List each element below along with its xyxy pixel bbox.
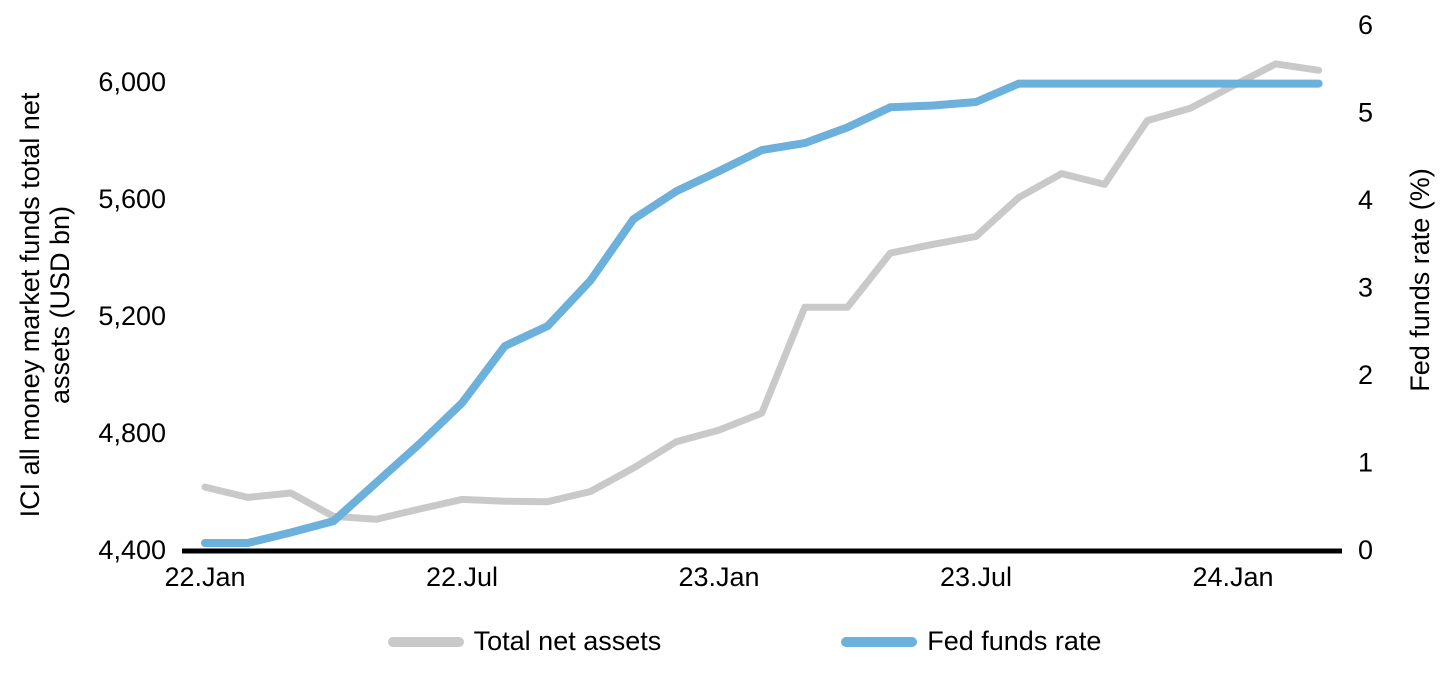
left-axis-title: ICI all money market funds total net ass… <box>15 65 75 545</box>
left-axis-title-line1: ICI all money market funds total net <box>15 92 45 518</box>
legend-item-total-net-assets: Total net assets <box>387 626 662 657</box>
left-axis-title-line2: assets (USD bn) <box>45 205 75 405</box>
right-axis-title: Fed funds rate (%) <box>1405 168 1435 392</box>
legend-label-total-net-assets: Total net assets <box>473 626 662 656</box>
y-axis-tick-label-left: 4,800 <box>98 418 166 448</box>
y-axis-tick-label-right: 5 <box>1358 98 1373 128</box>
y-axis-tick-label-left: 4,400 <box>98 535 166 565</box>
y-axis-tick-label-left: 5,600 <box>98 184 166 214</box>
y-axis-tick-label-right: 0 <box>1358 535 1373 565</box>
y-axis-tick-label-right: 4 <box>1358 185 1373 215</box>
y-axis-tick-label-left: 5,200 <box>98 301 166 331</box>
x-axis-tick-label: 22.Jan <box>164 562 245 592</box>
series-line-fed-funds-rate <box>201 79 1323 547</box>
plot-area: 4,400 4,800 5,200 5,600 6,000 0 1 2 3 4 5 6 22.Jan 22… <box>98 10 1373 592</box>
x-axis-tick-label: 23.Jan <box>678 562 759 592</box>
series-line-total-net-assets <box>201 60 1323 523</box>
legend-label-fed-funds-rate: Fed funds rate <box>927 626 1102 656</box>
x-axis-tick-label: 23.Jul <box>940 562 1012 592</box>
y-axis-tick-label-right: 6 <box>1358 10 1373 40</box>
y-axis-tick-label-right: 1 <box>1358 448 1373 478</box>
x-axis-tick-label: 22.Jul <box>426 562 498 592</box>
x-axis-tick-label: 24.Jan <box>1192 562 1273 592</box>
legend: Total net assets Fed funds rate <box>0 626 1451 657</box>
y-axis-tick-label-right: 3 <box>1358 273 1373 303</box>
legend-item-fed-funds-rate: Fed funds rate <box>841 626 1101 657</box>
legend-swatch-total-net-assets <box>387 636 464 647</box>
legend-swatch-fed-funds-rate <box>841 636 918 647</box>
y-axis-tick-label-right: 2 <box>1358 360 1373 390</box>
y-axis-tick-label-left: 6,000 <box>98 67 166 97</box>
